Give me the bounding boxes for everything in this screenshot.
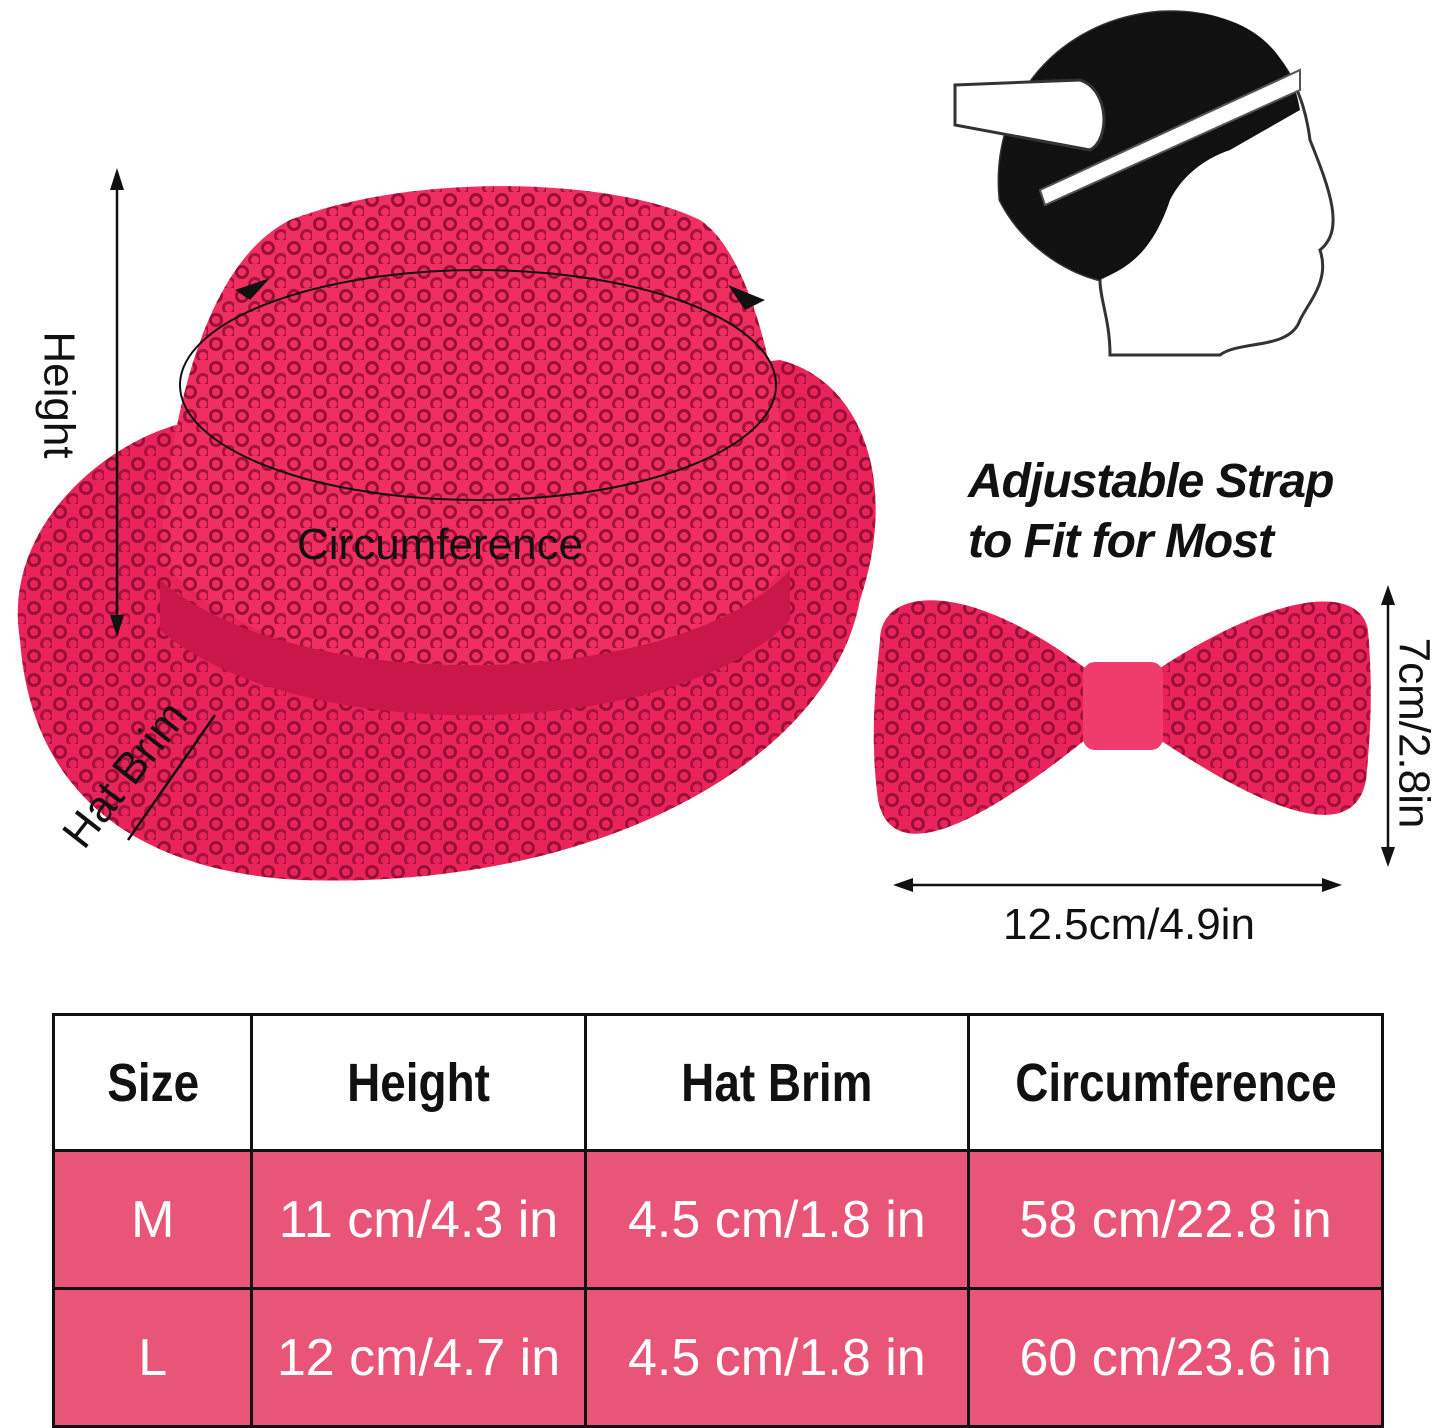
size-cell: M — [51, 1149, 254, 1290]
bow-width-label: 12.5cm/4.9in — [1003, 900, 1255, 949]
height-label: Height — [34, 331, 84, 459]
sequin-hat-image — [17, 186, 876, 881]
brim-arrow — [126, 714, 217, 841]
circumference-cell: 60 cm/23.6 in — [967, 1287, 1384, 1428]
header-circumference: Circumference — [998, 1013, 1353, 1152]
bow-height-label: 7cm/2.8in — [1389, 637, 1439, 829]
circumference-loop — [179, 269, 777, 501]
header-size: Size — [67, 1013, 239, 1152]
size-cell: L — [51, 1287, 254, 1428]
table-row: M 11 cm/4.3 in 4.5 cm/1.8 in 58 cm/22.8 … — [51, 1149, 1384, 1290]
brim-cell: 4.5 cm/1.8 in — [583, 1287, 971, 1428]
table-header-row: Size Height Hat Brim Circumference — [54, 1013, 1383, 1152]
head-measure-illustration — [953, 10, 1335, 357]
adjustable-strap-text: Adjustable Strap to Fit for Most — [968, 452, 1334, 572]
strap-line-2: to Fit for Most — [968, 515, 1274, 568]
height-cell: 12 cm/4.7 in — [250, 1287, 587, 1428]
height-cell: 11 cm/4.3 in — [250, 1149, 587, 1290]
size-table: Size Height Hat Brim Circumference M 11 … — [51, 1013, 1384, 1428]
sequin-bow-tie-image — [873, 600, 1371, 834]
brim-cell: 4.5 cm/1.8 in — [583, 1149, 971, 1290]
product-illustration — [17, 10, 1395, 892]
header-height: Height — [275, 1013, 562, 1152]
header-hat-brim: Hat Brim — [612, 1013, 942, 1152]
circumference-cell: 58 cm/22.8 in — [967, 1149, 1384, 1290]
table-row: L 12 cm/4.7 in 4.5 cm/1.8 in 60 cm/23.6 … — [51, 1287, 1384, 1428]
circumference-label: Circumference — [297, 520, 584, 569]
strap-line-1: Adjustable Strap — [968, 455, 1334, 508]
